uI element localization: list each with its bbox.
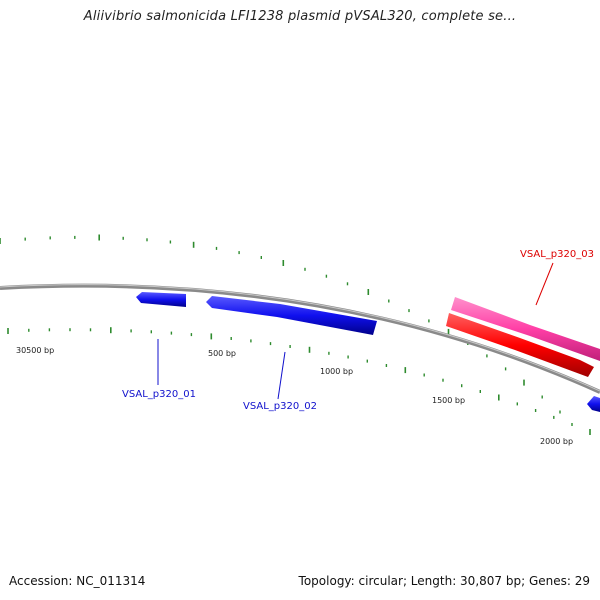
inner-tick-ring: [7, 327, 591, 435]
position-label-30500: 30500 bp: [16, 346, 54, 355]
label-connector-03: [535, 262, 554, 306]
gene-label-vsal-p320-01: VSAL_p320_01: [122, 389, 196, 400]
accession-text: Accession: NC_011314: [9, 574, 146, 588]
position-label-2000: 2000 bp: [540, 437, 573, 446]
map-title: Aliivibrio salmonicida LFI1238 plasmid p…: [83, 9, 517, 24]
gene-fragment-right[interactable]: [587, 396, 600, 412]
topology-summary: Topology: circular; Length: 30,807 bp; G…: [298, 574, 590, 588]
position-label-1000: 1000 bp: [320, 367, 353, 376]
outer-tick-ring: [0, 234, 561, 414]
gene-vsal-p320-02[interactable]: [206, 296, 377, 335]
gene-label-vsal-p320-02: VSAL_p320_02: [243, 401, 317, 412]
plasmid-backbone-highlight: [0, 284, 600, 392]
gene-label-vsal-p320-03: VSAL_p320_03: [520, 249, 594, 260]
position-label-500: 500 bp: [208, 349, 236, 358]
label-connector-02: [277, 351, 286, 400]
plasmid-backbone: [0, 283, 600, 394]
gene-vsal-p320-01[interactable]: [136, 292, 186, 307]
gene-vsal-p320-03-pink[interactable]: [451, 297, 600, 361]
gene-vsal-p320-03[interactable]: [446, 313, 594, 377]
position-label-1500: 1500 bp: [432, 396, 465, 405]
